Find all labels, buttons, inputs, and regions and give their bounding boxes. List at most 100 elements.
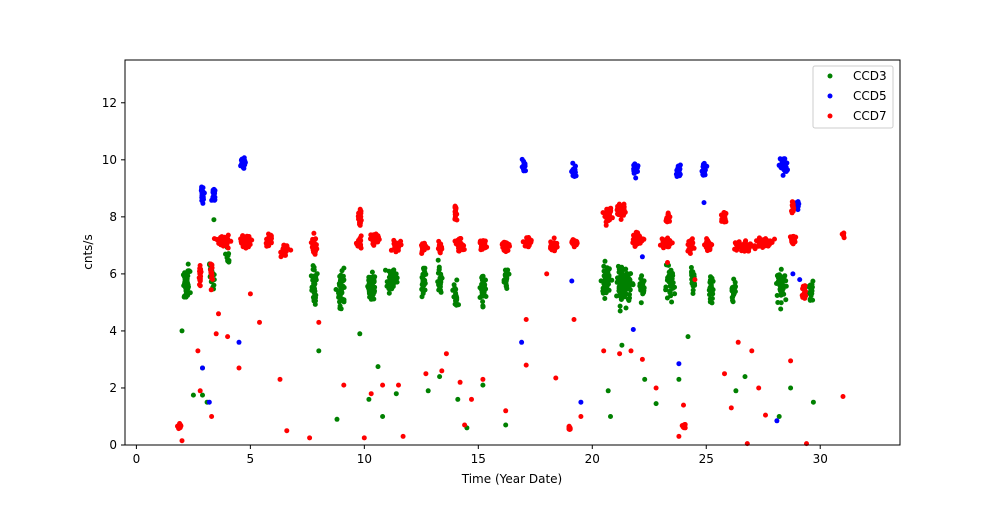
ccd7-point [692, 277, 698, 283]
ccd7-point [458, 241, 464, 247]
x-tick-label: 0 [133, 452, 141, 466]
ccd7-point [457, 379, 463, 385]
ccd3-point [623, 305, 629, 311]
ccd7-point [443, 351, 449, 357]
ccd7-point [238, 236, 244, 242]
ccd7-point [395, 247, 401, 253]
ccd3-point [184, 270, 190, 276]
ccd3-point [638, 300, 644, 306]
ccd7-point [762, 240, 768, 246]
ccd5-point [633, 175, 639, 181]
ccd3-point [690, 283, 696, 289]
ccd7-point [396, 382, 401, 388]
ccd3-point [421, 281, 427, 286]
ccd7-point [388, 247, 394, 253]
ccd7-point [686, 239, 692, 244]
ccd3-point [435, 270, 441, 276]
ccd3-point [481, 290, 487, 296]
x-tick-label: 15 [471, 452, 486, 466]
ccd7-point [801, 292, 807, 298]
ccd7-point [702, 242, 707, 248]
ccd7-point [480, 376, 486, 382]
ccd7-point [356, 237, 361, 243]
ccd7-point [665, 238, 671, 244]
ccd3-point [617, 308, 623, 314]
ccd7-point [502, 240, 508, 246]
ccd7-point [751, 243, 757, 249]
series-ccd5 [198, 155, 803, 424]
ccd7-point [734, 244, 740, 250]
ccd7-point [548, 239, 554, 245]
ccd7-point [453, 209, 459, 215]
ccd3-point [453, 298, 458, 304]
ccd7-point [477, 240, 483, 246]
y-tick-label: 2 [109, 381, 117, 395]
ccd3-point [435, 257, 441, 263]
ccd3-point [334, 416, 340, 422]
ccd7-point [311, 230, 317, 236]
ccd7-point [310, 247, 316, 253]
ccd7-point [210, 276, 216, 282]
ccd3-point [669, 299, 675, 305]
legend-label-ccd3: CCD3 [853, 69, 887, 83]
ccd7-point [257, 319, 262, 325]
ccd3-point [393, 271, 399, 277]
ccd7-point [767, 238, 773, 244]
ccd3-point [617, 270, 622, 275]
ccd7-point [571, 317, 577, 322]
ccd3-point [639, 285, 645, 291]
ccd3-point [190, 392, 196, 398]
ccd3-point [183, 288, 189, 294]
ccd3-point [640, 280, 646, 286]
ccd7-point [722, 371, 727, 377]
ccd7-point [681, 402, 686, 408]
ccd7-point [604, 215, 610, 221]
ccd7-point [505, 244, 511, 249]
plot-frame [124, 59, 901, 446]
ccd3-point [200, 392, 205, 398]
ccd3-point [630, 282, 636, 288]
ccd5-point [236, 339, 242, 345]
ccd3-point [375, 364, 381, 370]
ccd7-point [358, 208, 364, 214]
ccd7-point [456, 247, 462, 253]
ccd3-point [776, 278, 781, 284]
ccd3-point [783, 297, 789, 303]
ccd3-point [437, 277, 443, 283]
ccd5-point [211, 195, 217, 201]
ccd7-point [551, 235, 557, 241]
data-points-layer [175, 155, 847, 447]
ccd3-point [483, 277, 488, 283]
ccd7-point [208, 287, 214, 293]
ccd3-point [688, 265, 694, 270]
ccd7-point [615, 203, 621, 209]
ccd5-point [781, 157, 787, 162]
ccd5-point [200, 193, 206, 199]
ccd3-point [666, 269, 672, 275]
ccd3-point [809, 285, 815, 291]
ccd7-point [633, 232, 639, 238]
ccd3-point [733, 388, 739, 394]
y-tick-label: 10 [102, 153, 117, 167]
ccd5-point [633, 167, 639, 173]
ccd7-point [578, 414, 584, 419]
ccd7-point [370, 233, 376, 239]
ccd5-point [521, 163, 527, 168]
ccd7-point [676, 433, 682, 439]
ccd7-point [195, 348, 201, 354]
ccd3-point [310, 263, 316, 269]
ccd3-point [670, 273, 676, 279]
ccd3-point [709, 300, 715, 306]
ccd7-point [177, 422, 183, 428]
ccd7-point [722, 216, 728, 222]
ccd7-point [653, 385, 659, 391]
ccd3-point [341, 265, 347, 271]
series-ccd3 [179, 217, 816, 431]
ccd5-point [521, 167, 527, 173]
ccd7-point [628, 348, 634, 354]
ccd7-point [311, 238, 317, 244]
ccd7-point [225, 334, 231, 340]
ccd3-point [477, 295, 483, 300]
ccd3-point [383, 267, 388, 273]
